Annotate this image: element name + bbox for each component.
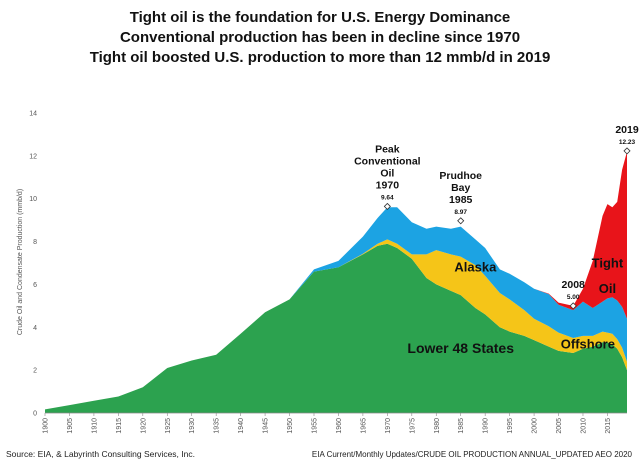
x-tick-label: 1915 [116,418,123,434]
annotation-value: 8.97 [454,209,467,216]
annotation-value: 12.23 [619,139,636,146]
y-tick-label: 8 [33,239,37,246]
annotation-value: 5.00 [567,294,580,301]
x-tick-label: 1925 [165,418,172,434]
y-tick-label: 12 [29,153,37,160]
x-tick-label: 1960 [336,418,343,434]
title-line-2: Conventional production has been in decl… [119,29,521,46]
x-tick-label: 1940 [238,418,245,434]
x-tick-label: 1970 [385,418,392,434]
annotation-label: Prudhoe [439,170,482,182]
x-tick-label: 2000 [532,418,539,434]
annotation-marker [457,217,465,225]
series-label-lower48: Lower 48 States [407,340,514,356]
x-tick-label: 1990 [483,418,490,434]
annotation-value: 9.64 [381,194,394,201]
x-tick-label: 1995 [507,418,514,434]
x-tick-label: 1980 [434,418,441,434]
annotation-label: 2019 [615,124,639,136]
x-tick-label: 2015 [605,418,612,434]
annotation-label: 1970 [376,179,400,191]
x-tick-label: 2005 [556,418,563,434]
annotation-label: 2008 [562,279,586,291]
x-tick-label: 1935 [214,418,221,434]
chart-title: Tight oil is the foundation for U.S. Ene… [0,8,640,68]
series-label-tight: Oil [599,281,616,296]
x-tick-label: 2010 [580,418,587,434]
x-tick-label: 1930 [189,418,196,434]
y-tick-label: 14 [29,111,37,118]
y-tick-label: 2 [33,368,37,375]
x-tick-label: 1965 [360,418,367,434]
annotation-marker [569,302,577,310]
annotation-label: Oil [380,167,394,179]
y-tick-label: 10 [29,196,37,203]
series-label-offshore: Offshore [561,337,615,352]
series-label-tight: Tight [592,255,624,270]
annotation-label: Peak [375,143,400,155]
annotation-label: Bay [451,182,470,194]
area-lower48 [45,243,627,413]
y-tick-label: 0 [33,411,37,418]
annotation-label: 1985 [449,194,473,206]
x-tick-label: 1945 [263,418,270,434]
x-tick-label: 1900 [43,418,50,434]
x-tick-label: 1975 [409,418,416,434]
area-alaska [45,239,627,410]
annotation-marker [623,147,631,155]
area-offshore [45,207,627,410]
x-tick-label: 1955 [311,418,318,434]
annotation-label: Conventional [354,155,421,167]
y-tick-label: 4 [33,325,37,332]
y-axis-label: Crude Oil and Condensate Production (mmb… [17,189,24,335]
y-tick-label: 6 [33,282,37,289]
title-line-1: Tight oil is the foundation for U.S. Ene… [129,9,511,26]
watermark: artberman.com [65,234,226,261]
x-tick-label: 1905 [67,418,74,434]
source-note: Source: EIA, & Labyrinth Consulting Serv… [6,449,195,459]
annotation-marker [383,202,391,210]
series-label-alaska: Alaska [454,260,497,275]
x-tick-label: 1985 [458,418,465,434]
x-tick-label: 1950 [287,418,294,434]
x-tick-label: 1910 [91,418,98,434]
data-source-note: EIA Current/Monthly Updates/CRUDE OIL PR… [311,450,632,459]
x-tick-label: 1920 [140,418,147,434]
title-line-3: Tight oil boosted U.S. production to mor… [89,49,551,66]
